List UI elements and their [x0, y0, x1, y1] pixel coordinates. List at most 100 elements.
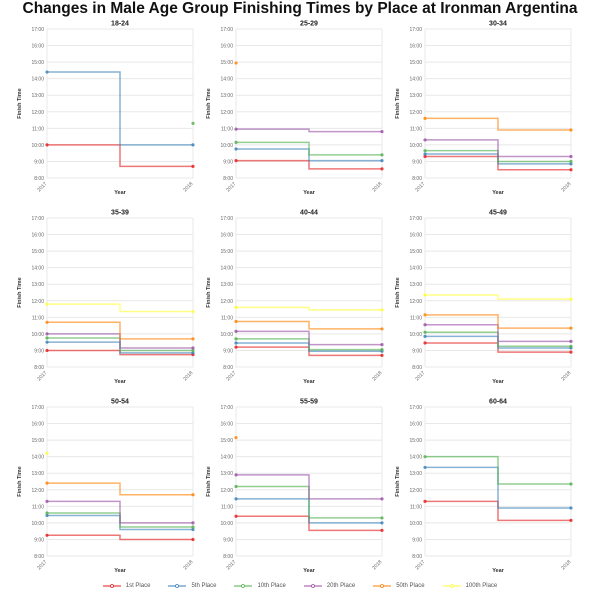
data-point-1st-place — [569, 518, 573, 523]
data-point-50th-place — [234, 436, 238, 440]
y-tick-label: 13:00 — [31, 93, 44, 99]
y-tick-label: 14:00 — [31, 266, 44, 272]
legend-label: 5th Place — [191, 583, 217, 589]
series-line-10th-place — [236, 485, 382, 519]
x-tick-label: 2017 — [225, 559, 237, 571]
y-tick-label: 16:00 — [220, 233, 233, 239]
data-point-1st-place — [234, 159, 238, 163]
data-point-10th-place — [45, 336, 49, 340]
series-line-20th-place — [425, 139, 571, 158]
data-point-10th-place — [45, 511, 49, 515]
data-point-5th-place — [234, 147, 238, 151]
legend-marker — [102, 584, 121, 588]
y-tick-label: 13:00 — [31, 282, 44, 288]
legend: 1st Place 5th Place 10th Place 20th Place 50… — [0, 583, 600, 589]
data-point-20th-place — [191, 346, 195, 350]
series-line-1st-place — [47, 534, 193, 541]
y-tick-label: 11:00 — [32, 126, 44, 132]
data-point-1st-place — [569, 350, 573, 354]
y-tick-label: 11:00 — [221, 315, 233, 321]
series-line-20th-place — [236, 128, 382, 133]
data-point-1st-place — [234, 345, 238, 349]
data-point-1st-place — [45, 533, 49, 537]
data-point-1st-place — [380, 353, 384, 358]
data-point-1st-place — [234, 514, 238, 518]
data-point-10th-place — [569, 482, 573, 486]
panel-25-29: 25-29 8:00 9:00 10:00 11:00 12:00 13:00 14:00 15… — [206, 21, 384, 196]
data-point-20th-place — [234, 473, 238, 477]
legend-item[interactable]: 10th Place — [234, 583, 286, 589]
data-point-1st-place — [191, 537, 195, 542]
data-point-20th-place — [234, 127, 238, 131]
x-tick-label: 2018 — [560, 181, 572, 193]
y-tick-label: 11:00 — [221, 504, 233, 510]
data-point-10th-place — [423, 455, 427, 459]
data-point-10th-place — [380, 348, 384, 352]
series-line-50th-place — [425, 314, 571, 329]
x-tick-label: 2018 — [371, 370, 383, 382]
x-tick-label: 2017 — [36, 370, 48, 382]
y-tick-label: 15:00 — [409, 249, 422, 255]
panel-title: 45-49 — [489, 210, 507, 217]
y-tick-label: 14:00 — [220, 77, 233, 83]
x-axis-label: Year — [303, 190, 315, 196]
x-tick-label: 2018 — [560, 559, 572, 571]
series-line-100th-place — [425, 294, 571, 300]
y-tick-label: 9:00 — [223, 348, 233, 354]
legend-item[interactable]: 100th Place — [442, 583, 497, 589]
y-axis-label: Finish Time — [395, 277, 401, 307]
x-tick-label: 2018 — [182, 370, 194, 382]
data-point-5th-place — [380, 159, 384, 163]
y-tick-label: 15:00 — [220, 249, 233, 255]
x-axis-label: Year — [114, 379, 126, 385]
data-point-1st-place — [380, 167, 384, 171]
y-tick-label: 16:00 — [409, 233, 422, 239]
data-point-20th-place — [380, 130, 384, 134]
y-tick-label: 8:00 — [223, 176, 233, 182]
y-tick-label: 13:00 — [220, 471, 233, 477]
y-tick-label: 17:00 — [31, 405, 44, 411]
x-tick-label: 2018 — [182, 181, 194, 193]
legend-item[interactable]: 20th Place — [303, 583, 355, 589]
y-tick-label: 17:00 — [220, 405, 233, 411]
y-tick-label: 15:00 — [409, 60, 422, 66]
data-point-10th-place — [423, 149, 427, 153]
data-point-1st-place — [569, 168, 573, 172]
y-tick-label: 12:00 — [220, 110, 233, 116]
y-tick-label: 14:00 — [220, 455, 233, 461]
legend-item[interactable]: 5th Place — [168, 583, 216, 589]
y-tick-label: 17:00 — [409, 405, 422, 411]
legend-marker — [234, 584, 253, 588]
y-axis-label: Finish Time — [395, 466, 401, 496]
y-tick-label: 16:00 — [220, 422, 233, 428]
panel-title: 60-64 — [489, 399, 507, 406]
y-tick-label: 16:00 — [31, 422, 44, 428]
y-tick-label: 17:00 — [220, 216, 233, 222]
chart-title: Changes in Male Age Group Finishing Time… — [22, 0, 578, 17]
y-tick-label: 12:00 — [409, 299, 422, 305]
y-tick-label: 16:00 — [31, 233, 44, 239]
panel-60-64: 60-64 8:00 9:00 10:00 11:00 12:00 13:00 14:00 15… — [395, 399, 573, 574]
data-point-5th-place — [45, 340, 49, 344]
data-point-20th-place — [380, 343, 384, 347]
series-line-1st-place — [47, 144, 193, 168]
y-tick-label: 8:00 — [223, 365, 233, 371]
panel-35-39: 35-39 8:00 9:00 10:00 11:00 12:00 13:00 14:00 15… — [17, 210, 195, 385]
legend-item[interactable]: 50th Place — [373, 583, 425, 589]
y-tick-label: 9:00 — [34, 537, 44, 543]
x-tick-label: 2017 — [36, 559, 48, 571]
y-tick-label: 16:00 — [220, 44, 233, 50]
legend-marker — [442, 584, 461, 588]
data-point-100th-place — [45, 302, 49, 306]
legend-item[interactable]: 1st Place — [102, 583, 151, 589]
y-tick-label: 9:00 — [412, 159, 422, 165]
legend-marker — [168, 584, 187, 588]
data-point-1st-place — [191, 164, 195, 169]
y-tick-label: 9:00 — [412, 537, 422, 543]
y-tick-label: 16:00 — [31, 44, 44, 50]
series-line-100th-place — [47, 303, 193, 313]
y-axis-label: Finish Time — [206, 466, 212, 496]
legend-label: 1st Place — [125, 583, 151, 589]
x-tick-label: 2017 — [36, 181, 48, 193]
data-point-10th-place — [191, 121, 195, 125]
